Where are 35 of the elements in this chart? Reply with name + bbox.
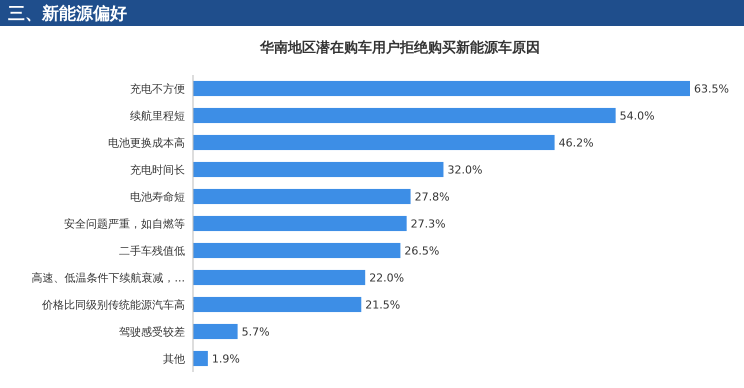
data-label: 22.0% <box>369 272 404 284</box>
bar <box>193 296 362 312</box>
bar <box>193 216 407 232</box>
data-label: 5.7% <box>242 326 270 338</box>
y-tick-label: 安全问题严重，如自燃等 <box>64 218 185 230</box>
bar <box>193 270 366 286</box>
y-tick-label: 续航里程短 <box>130 110 185 122</box>
y-tick-label: 电池更换成本高 <box>108 136 185 150</box>
data-label: 27.3% <box>410 218 446 230</box>
data-label: 26.5% <box>404 244 440 258</box>
bar <box>193 324 238 340</box>
y-tick-label: 充电不方便 <box>130 82 185 96</box>
text: 三、新能源偏好 <box>8 4 127 24</box>
y-tick-label: 高速、低温条件下续航衰减，... <box>32 272 185 284</box>
bar <box>193 108 616 124</box>
data-label: 32.0% <box>447 164 482 176</box>
y-tick-label: 价格比同级别传统能源汽车高 <box>41 298 185 312</box>
data-label: 21.5% <box>365 298 400 312</box>
bar <box>193 80 690 96</box>
data-label: 54.0% <box>620 110 655 122</box>
y-tick-label: 充电时间长 <box>130 164 185 176</box>
data-label: 63.5% <box>694 82 729 96</box>
y-tick-label: 其他 <box>163 352 185 366</box>
bar <box>193 350 208 366</box>
chart-title: 华南地区潜在购车用户拒绝购买新能源车原因 <box>259 39 540 56</box>
bar <box>193 242 400 258</box>
bar <box>193 162 444 178</box>
y-tick-label: 电池寿命短 <box>130 190 185 204</box>
data-label: 27.8% <box>414 190 450 204</box>
bar <box>193 134 555 150</box>
data-label: 1.9% <box>212 352 240 366</box>
y-tick-label: 驾驶感受较差 <box>119 326 185 338</box>
bar <box>193 188 411 204</box>
y-tick-label: 二手车残值低 <box>119 244 185 258</box>
data-label: 46.2% <box>558 136 594 150</box>
